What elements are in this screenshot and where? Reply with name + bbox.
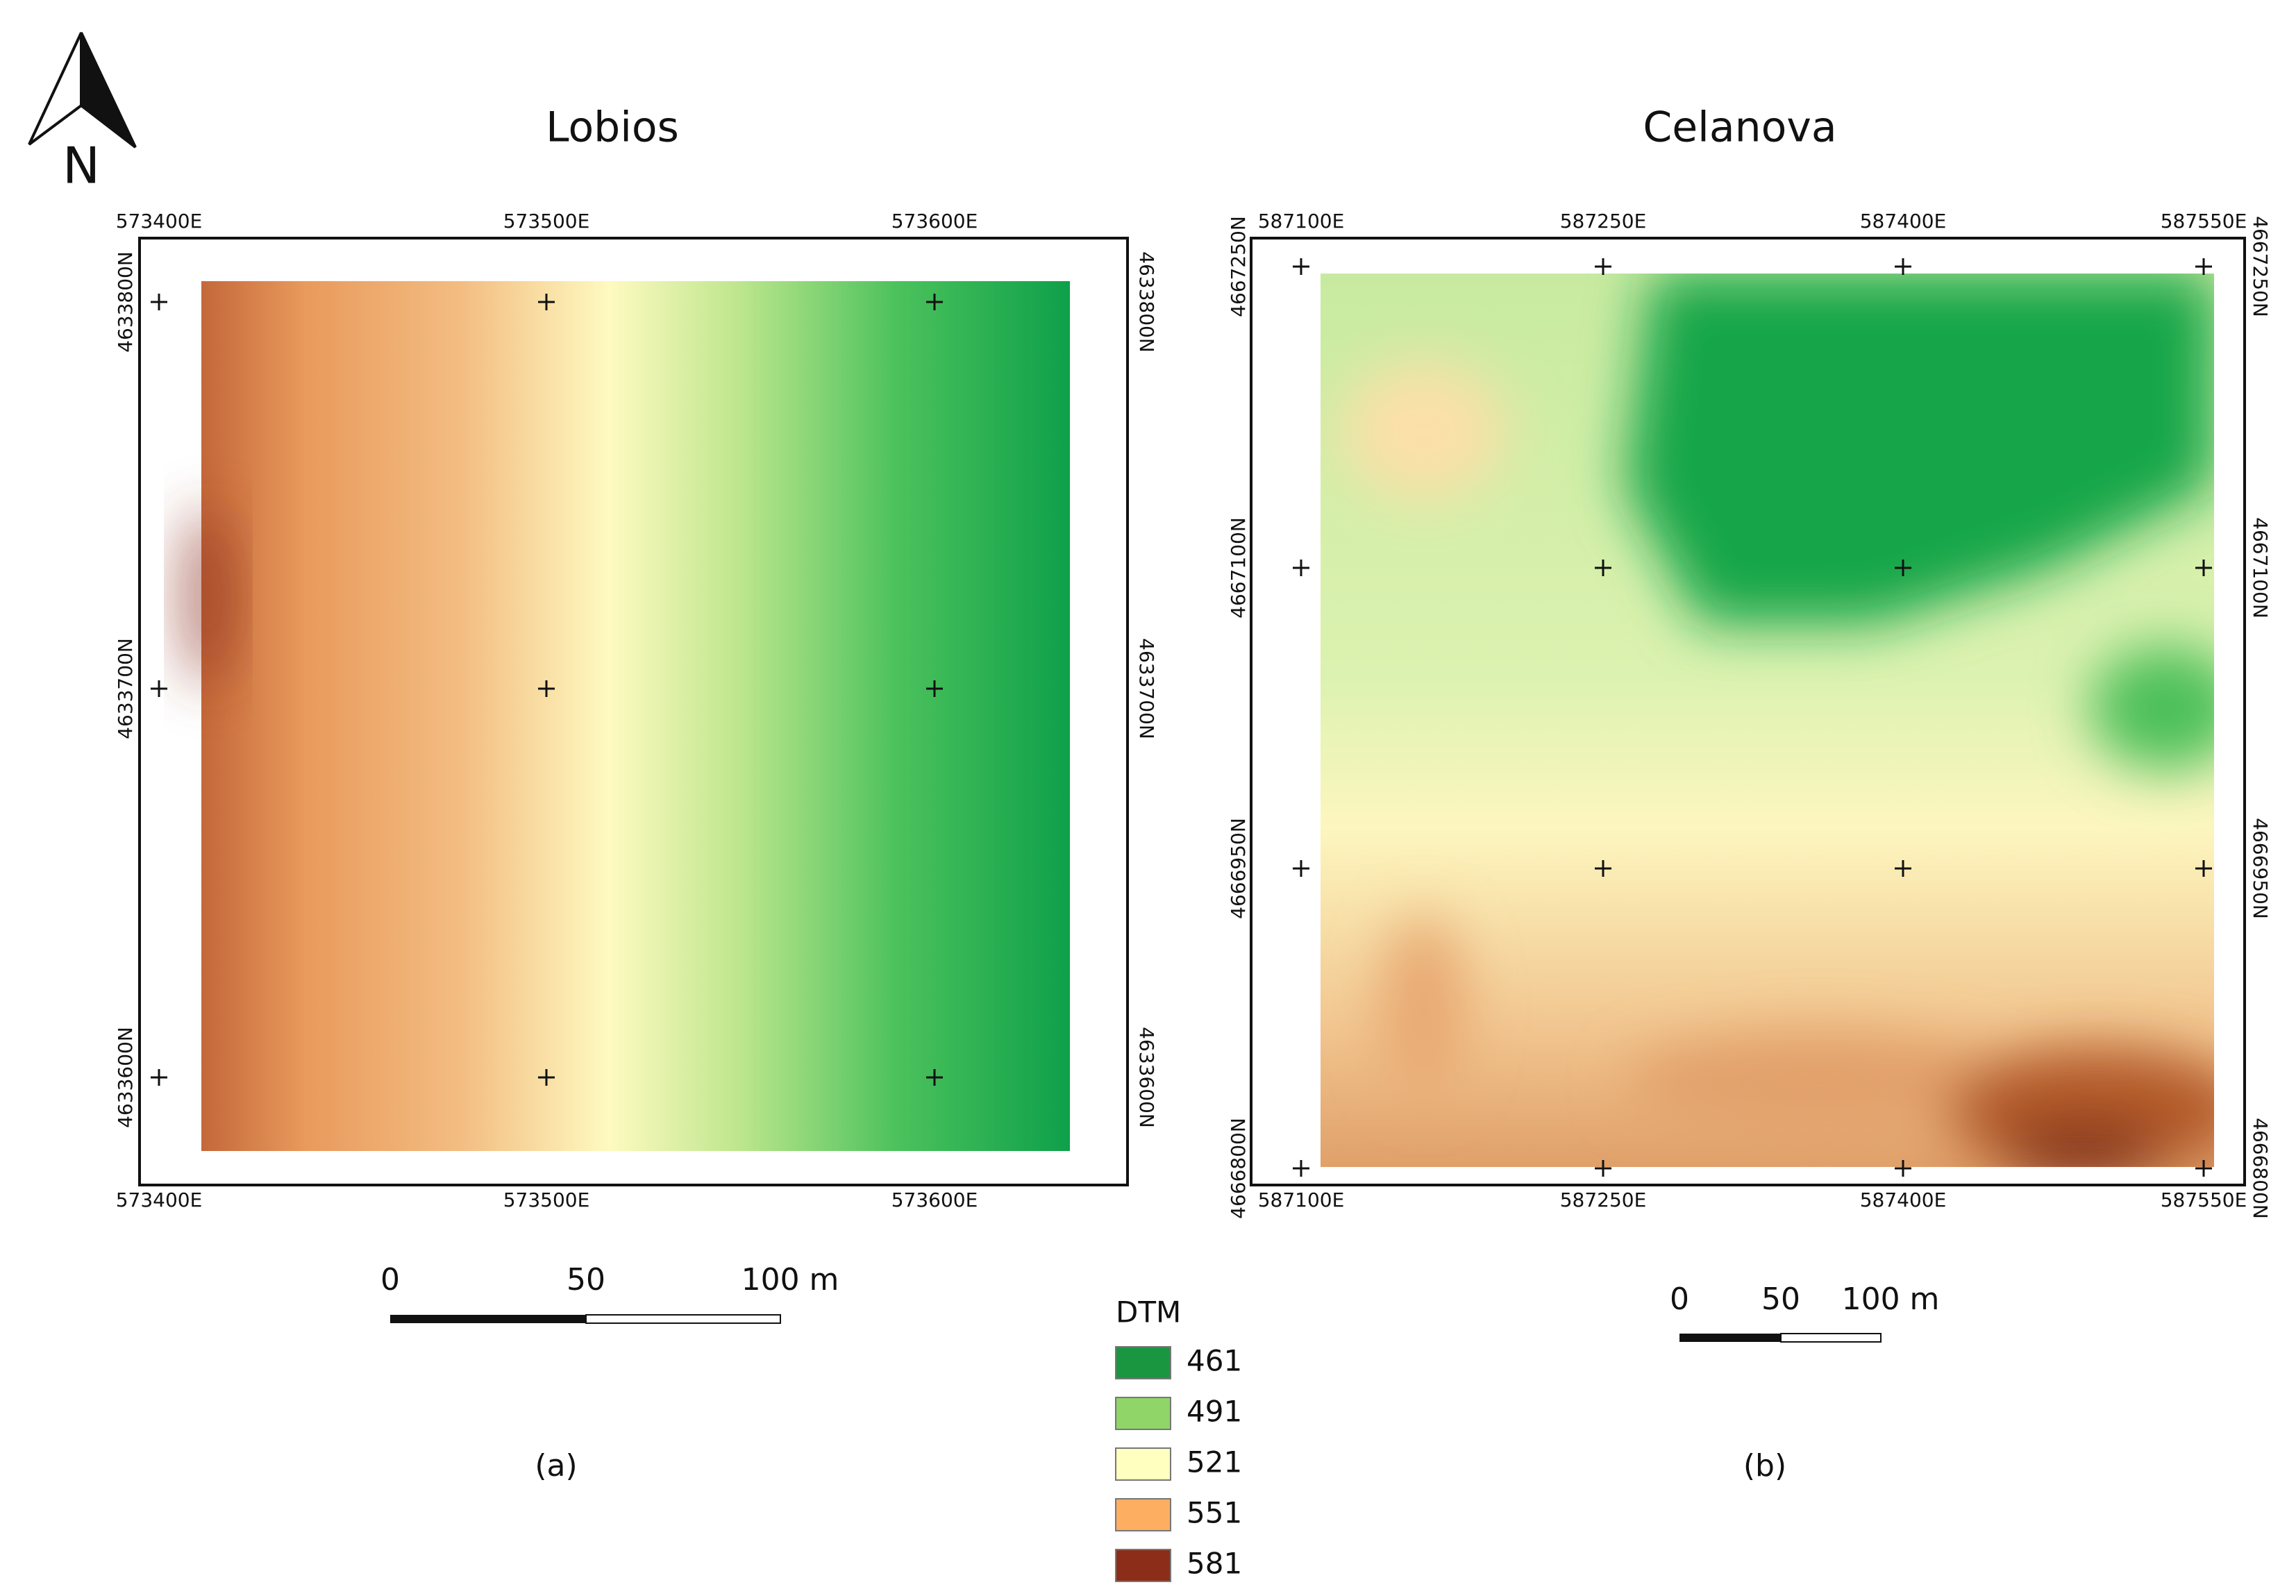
grid-cross <box>1293 1160 1309 1177</box>
arrow-half <box>80 32 137 149</box>
grid-cross <box>2195 258 2212 275</box>
scale-bar-label: 0 <box>1670 1282 1689 1317</box>
grid-cross <box>1895 860 1911 877</box>
terrain-features <box>1340 274 2214 1167</box>
x-coordinate-label: 587550E <box>2161 1188 2247 1211</box>
map-title: Celanova <box>1643 103 1836 152</box>
x-coordinate-label: 587550E <box>2161 210 2247 233</box>
grid-cross <box>2195 560 2212 576</box>
scale-bar-segment <box>585 1314 781 1324</box>
map-frame <box>138 237 1129 1186</box>
grid-cross <box>538 1069 555 1086</box>
legend-swatch <box>1115 1397 1171 1430</box>
scale-bar-segment <box>390 1315 586 1323</box>
x-coordinate-label: 587100E <box>1258 1188 1345 1211</box>
legend-swatch <box>1115 1549 1171 1582</box>
grid-cross <box>151 1069 167 1086</box>
x-coordinate-label: 587400E <box>1860 210 1947 233</box>
map-title: Lobios <box>546 103 679 152</box>
legend-label: 461 <box>1187 1344 1242 1378</box>
north-label: N <box>62 137 100 195</box>
x-coordinate-label: 573600E <box>891 1188 978 1211</box>
legend-swatch <box>1115 1447 1171 1481</box>
grid-cross <box>2195 860 2212 877</box>
grid-cross <box>1293 860 1309 877</box>
grid-cross <box>1595 560 1611 576</box>
terrain-high <box>181 507 236 687</box>
y-coordinate-label: 4666950N <box>1227 818 1250 919</box>
terrain-high <box>1625 1034 2013 1132</box>
x-coordinate-label: 573500E <box>503 210 590 233</box>
scale-bar-label: 0 <box>380 1262 400 1297</box>
grid-cross <box>151 680 167 697</box>
legend-label: 551 <box>1187 1496 1242 1530</box>
grid-cross <box>2195 1160 2212 1177</box>
scale-bar-label: 50 <box>1761 1282 1800 1317</box>
scale-bar-label: 50 <box>567 1262 605 1297</box>
terrain-low <box>1625 274 2214 625</box>
x-coordinate-label: 573400E <box>116 1188 203 1211</box>
y-coordinate-label: 4633800N <box>114 251 137 353</box>
legend-title: DTM <box>1116 1295 1181 1329</box>
legend-swatch <box>1115 1346 1171 1379</box>
north-arrow: N <box>28 32 137 195</box>
grid-cross <box>151 294 167 310</box>
terrain-high <box>2000 1125 2166 1167</box>
x-coordinate-label: 573600E <box>891 210 978 233</box>
grid-cross <box>538 294 555 310</box>
y-coordinate-label: 4667100N <box>1227 517 1250 619</box>
grid-cross <box>1293 560 1309 576</box>
terrain-low <box>2090 646 2214 771</box>
grid-cross <box>926 1069 943 1086</box>
grid-cross <box>926 294 943 310</box>
grid-cross <box>1595 258 1611 275</box>
x-coordinate-label: 573400E <box>116 210 203 233</box>
y-coordinate-label: 4666800N <box>1227 1118 1250 1219</box>
y-coordinate-label: 4667100N <box>2249 517 2272 619</box>
y-coordinate-label: 4633600N <box>114 1027 137 1128</box>
y-coordinate-label: 4633800N <box>1135 251 1158 353</box>
terrain-high <box>1340 361 1507 500</box>
y-coordinate-label: 4667250N <box>2249 216 2272 317</box>
grid-cross <box>1895 560 1911 576</box>
legend-label: 491 <box>1187 1395 1242 1429</box>
x-coordinate-label: 587100E <box>1258 210 1345 233</box>
scale-bar-label: 100 m <box>1842 1282 1940 1317</box>
grid-cross <box>538 680 555 697</box>
x-coordinate-label: 573500E <box>503 1188 590 1211</box>
y-coordinate-label: 4633700N <box>114 638 137 739</box>
grid-cross <box>1595 860 1611 877</box>
scale-bar-label: 100 m <box>741 1262 839 1297</box>
terrain-high <box>1382 916 1465 1097</box>
grid-cross <box>1895 1160 1911 1177</box>
x-coordinate-label: 587400E <box>1860 1188 1947 1211</box>
panel-caption: (b) <box>1743 1448 1786 1484</box>
terrain-raster <box>1321 274 2214 1167</box>
y-coordinate-label: 4633700N <box>1135 638 1158 739</box>
x-coordinate-label: 587250E <box>1560 210 1647 233</box>
arrow-half <box>28 32 83 146</box>
scale-bar-segment <box>1679 1334 1781 1342</box>
y-coordinate-label: 4633600N <box>1135 1027 1158 1128</box>
grid-cross <box>1895 258 1911 275</box>
grid-cross <box>1293 258 1309 275</box>
y-coordinate-label: 4666950N <box>2249 818 2272 919</box>
grid-cross <box>1595 1160 1611 1177</box>
x-coordinate-label: 587250E <box>1560 1188 1647 1211</box>
legend-label: 581 <box>1187 1547 1242 1581</box>
grid-cross <box>926 680 943 697</box>
y-coordinate-label: 4667250N <box>1227 216 1250 317</box>
legend-label: 521 <box>1187 1445 1242 1479</box>
legend-swatch <box>1115 1498 1171 1531</box>
panel-caption: (a) <box>535 1448 577 1484</box>
map-frame <box>1250 237 2246 1186</box>
scale-bar-segment <box>1780 1333 1882 1343</box>
y-coordinate-label: 4666800N <box>2249 1118 2272 1219</box>
terrain-raster <box>201 281 1070 1151</box>
